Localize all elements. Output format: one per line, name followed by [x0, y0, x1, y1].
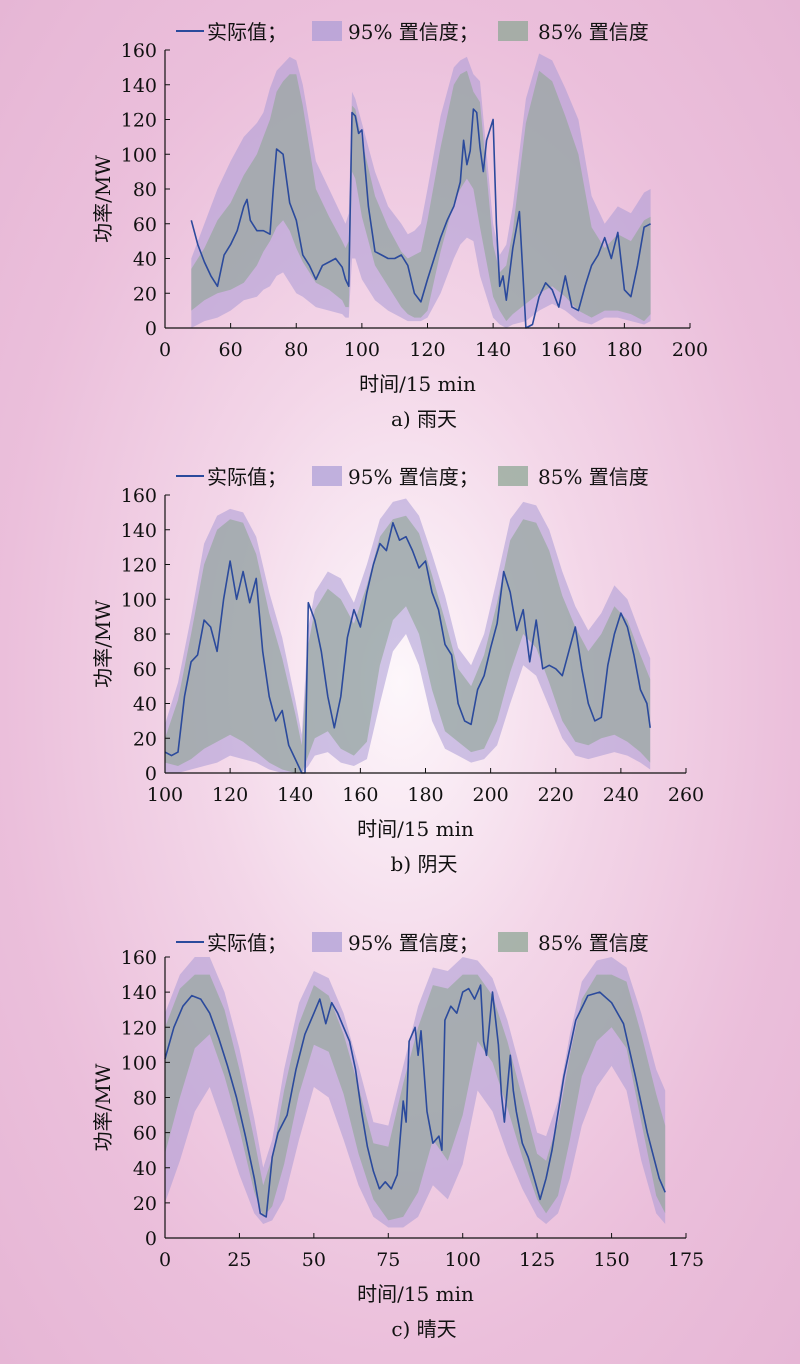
chart-2: 0 20 40 60 80 100 120 140 160 100 120 140 160 180 200 2…	[91, 465, 704, 876]
y-tick-label: 20	[133, 1193, 157, 1215]
legend-ci95-swatch	[312, 21, 342, 41]
y-tick-label: 160	[121, 485, 157, 507]
x-tick-label: 150	[593, 1249, 629, 1271]
legend-ci95-swatch	[312, 932, 342, 952]
y-tick-label: 160	[121, 947, 157, 969]
x-tick-label: 75	[376, 1249, 400, 1271]
y-tick-label: 60	[133, 214, 157, 236]
y-tick-label: 80	[133, 1088, 157, 1110]
legend-ci85-swatch	[498, 466, 528, 486]
legend-ci85-swatch	[498, 932, 528, 952]
x-tick-label: 100	[147, 784, 183, 806]
y-tick-label: 120	[121, 1017, 157, 1039]
x-tick-label: 160	[342, 784, 378, 806]
x-tick-label: 25	[227, 1249, 251, 1271]
x-tick-label: 50	[302, 1249, 326, 1271]
actual-line-2	[164, 521, 651, 774]
y-axis-label: 功率/MW	[91, 600, 115, 688]
y-tick-label: 0	[145, 318, 157, 340]
x-tick-label: 160	[541, 339, 577, 361]
x-tick-label: 200	[472, 784, 508, 806]
legend: 实际值； 95% 置信度； 85% 置信度	[176, 931, 649, 955]
x-tick-label: 100	[344, 339, 380, 361]
y-tick-label: 160	[121, 40, 157, 62]
x-tick-label: 120	[409, 339, 445, 361]
y-tick-label: 100	[121, 1052, 157, 1074]
x-tick-label: 60	[219, 339, 243, 361]
ci85-band-1	[191, 70, 651, 322]
legend-ci95-label: 95% 置信度；	[348, 465, 479, 489]
y-tick-label: 120	[121, 110, 157, 132]
legend-ci85-label: 85% 置信度	[538, 465, 649, 489]
y-tick-label: 100	[121, 589, 157, 611]
x-tick-label: 220	[538, 784, 574, 806]
legend-actual-label: 实际值；	[207, 931, 287, 955]
x-tick-label: 120	[212, 784, 248, 806]
y-tick-label: 40	[133, 249, 157, 271]
legend-actual-label: 实际值；	[207, 20, 287, 44]
y-tick-label: 0	[145, 763, 157, 785]
legend-actual-label: 实际值；	[207, 465, 287, 489]
y-tick-label: 0	[145, 1228, 157, 1250]
legend-ci95-label: 95% 置信度；	[348, 931, 479, 955]
y-axis-label: 功率/MW	[91, 1063, 115, 1151]
x-tick-label: 240	[603, 784, 639, 806]
x-tick-label: 200	[672, 339, 708, 361]
x-axis-label: 时间/15 min	[357, 1282, 474, 1306]
x-tick-label: 140	[277, 784, 313, 806]
x-tick-label: 100	[445, 1249, 481, 1271]
legend-ci95-swatch	[312, 466, 342, 486]
ci85-band-3	[165, 974, 666, 1221]
y-tick-label: 80	[133, 179, 157, 201]
x-tick-label: 180	[606, 339, 642, 361]
actual-line-3	[164, 984, 666, 1218]
actual-line-1	[190, 108, 651, 329]
x-tick-label: 125	[519, 1249, 555, 1271]
x-tick-label: 175	[668, 1249, 704, 1271]
y-tick-label: 60	[133, 1123, 157, 1145]
legend-ci85-label: 85% 置信度	[538, 20, 649, 44]
y-tick-label: 80	[133, 624, 157, 646]
y-tick-label: 140	[121, 520, 157, 542]
legend-ci95-label: 95% 置信度；	[348, 20, 479, 44]
y-axis-label: 功率/MW	[91, 155, 115, 243]
ci85-band-2	[165, 515, 651, 773]
x-axis-label: 时间/15 min	[357, 817, 474, 841]
x-tick-label: 80	[284, 339, 308, 361]
y-tick-label: 20	[133, 283, 157, 305]
chart-caption: c) 晴天	[391, 1317, 456, 1341]
y-tick-label: 60	[133, 659, 157, 681]
chart-caption: b) 阴天	[391, 852, 458, 876]
y-tick-label: 140	[121, 982, 157, 1004]
chart-3: 0 20 40 60 80 100 120 140 160 0 25 50 75 100 125 150 175…	[91, 931, 704, 1341]
legend: 实际值； 95% 置信度； 85% 置信度	[176, 20, 649, 44]
x-tick-label: 0	[159, 339, 171, 361]
x-axis-label: 时间/15 min	[359, 372, 476, 396]
y-tick-label: 40	[133, 1158, 157, 1180]
y-tick-label: 20	[133, 728, 157, 750]
legend-ci85-label: 85% 置信度	[538, 931, 649, 955]
y-tick-label: 140	[121, 75, 157, 97]
x-tick-label: 180	[407, 784, 443, 806]
y-tick-label: 100	[121, 144, 157, 166]
y-tick-label: 40	[133, 694, 157, 716]
y-tick-label: 120	[121, 555, 157, 577]
chart-1: 0 20 40 60 80 100 120 140 160 0 60 80 100 120 140 160 18…	[91, 20, 708, 431]
chart-caption: a) 雨天	[391, 407, 457, 431]
legend-ci85-swatch	[498, 21, 528, 41]
x-tick-label: 140	[475, 339, 511, 361]
x-tick-label: 0	[159, 1249, 171, 1271]
legend: 实际值； 95% 置信度； 85% 置信度	[176, 465, 649, 489]
x-tick-label: 260	[668, 784, 704, 806]
